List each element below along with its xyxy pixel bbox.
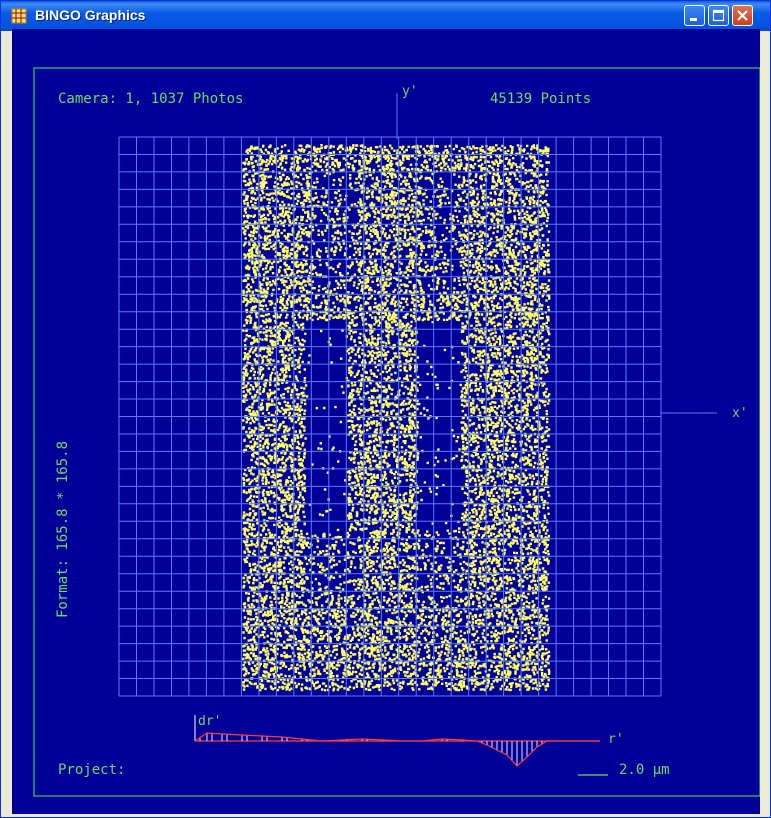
maximize-icon	[712, 9, 725, 22]
format-label: Format: 165.8 * 165.8	[55, 441, 71, 618]
camera-label: Camera: 1, 1037 Photos	[58, 91, 243, 107]
window-title: BINGO Graphics	[35, 7, 146, 23]
maximize-button[interactable]	[708, 5, 729, 26]
graphics-client-area: Camera: 1, 1037 Photos 45139 Points y' x…	[12, 29, 761, 814]
x-axis-label: x'	[732, 406, 748, 421]
close-button[interactable]	[732, 5, 753, 26]
residual-curve	[194, 732, 600, 767]
minimize-button[interactable]	[684, 5, 705, 26]
residual-profile: dr' r'	[194, 714, 624, 767]
dr-axis-label: dr'	[198, 714, 221, 729]
image-points-layer	[242, 144, 551, 692]
grid-layer	[118, 136, 662, 697]
close-icon	[737, 10, 748, 21]
bingo-plot: Camera: 1, 1037 Photos 45139 Points y' x…	[12, 29, 761, 814]
points-label: 45139 Points	[490, 91, 591, 107]
scale-label: 2.0 µm	[619, 762, 670, 778]
project-label: Project:	[58, 762, 125, 778]
minimize-icon	[690, 18, 697, 21]
bingo-app-icon	[11, 8, 27, 24]
image-points	[242, 144, 551, 692]
grid-lines	[118, 136, 662, 697]
y-axis-label: y'	[402, 84, 418, 99]
title-bar[interactable]: BINGO Graphics	[1, 1, 770, 31]
r-axis-label: r'	[608, 732, 624, 747]
